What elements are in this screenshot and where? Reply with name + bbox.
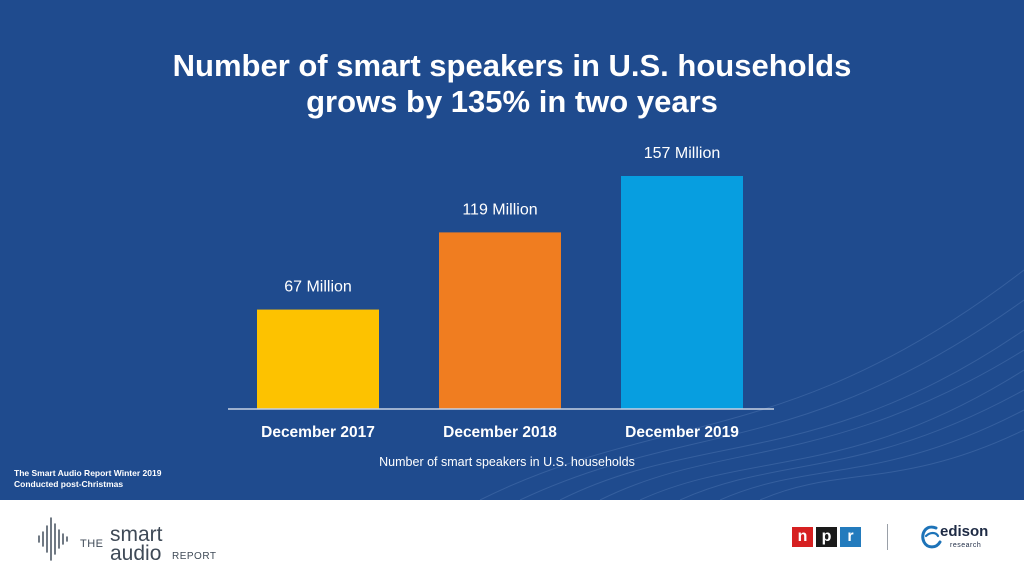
bar-2 — [439, 232, 561, 409]
wave-decoration — [479, 269, 1024, 500]
x-axis-label: Number of smart speakers in U.S. househo… — [379, 455, 635, 469]
logo-audio-text: audio — [110, 542, 162, 565]
title-line-1: Number of smart speakers in U.S. househo… — [172, 48, 852, 83]
bar-value-label-1: 67 Million — [284, 279, 352, 296]
logo-the-text: THE — [80, 538, 104, 550]
logo-smart-text: smart — [110, 523, 163, 546]
category-label-3: December 2019 — [625, 424, 739, 441]
bar-value-labels: 67 Million 119 Million 157 Million — [284, 145, 720, 296]
logo-divider — [887, 524, 888, 550]
source-line-2: Conducted post-Christmas — [14, 479, 124, 489]
source-line-1: The Smart Audio Report Winter 2019 — [14, 468, 162, 478]
npr-letter-p: p — [816, 527, 837, 547]
npr-letter-n: n — [792, 527, 813, 547]
logo-report-text: REPORT — [172, 551, 217, 562]
category-labels: December 2017 December 2018 December 2019 — [261, 424, 739, 441]
smart-audio-report-logo: THE smart audio REPORT — [36, 514, 236, 564]
npr-logo: n p r — [792, 527, 861, 547]
soundwave-icon — [38, 517, 68, 561]
edison-sub-text: research — [950, 542, 982, 549]
category-label-2: December 2018 — [443, 424, 557, 441]
bar-1 — [257, 309, 379, 409]
edison-name-text: edison — [940, 523, 989, 540]
npr-letter-r: r — [840, 527, 861, 547]
source-note: The Smart Audio Report Winter 2019 Condu… — [14, 468, 161, 490]
edison-research-logo: edison research — [918, 520, 998, 556]
bar-value-label-3: 157 Million — [644, 145, 720, 162]
bar-3 — [621, 176, 743, 409]
edison-swirl-icon — [921, 525, 942, 549]
category-label-1: December 2017 — [261, 424, 375, 441]
chart-panel: Number of smart speakers in U.S. househo… — [0, 0, 1024, 500]
title-line-2: grows by 135% in two years — [306, 84, 718, 119]
bar-chart: 67 Million 119 Million 157 Million Decembe… — [228, 145, 774, 469]
footer: THE smart audio REPORT n p r edison rese… — [0, 500, 1024, 576]
bar-value-label-2: 119 Million — [462, 201, 537, 218]
chart-title: Number of smart speakers in U.S. househo… — [0, 48, 1024, 120]
bars — [257, 176, 743, 409]
